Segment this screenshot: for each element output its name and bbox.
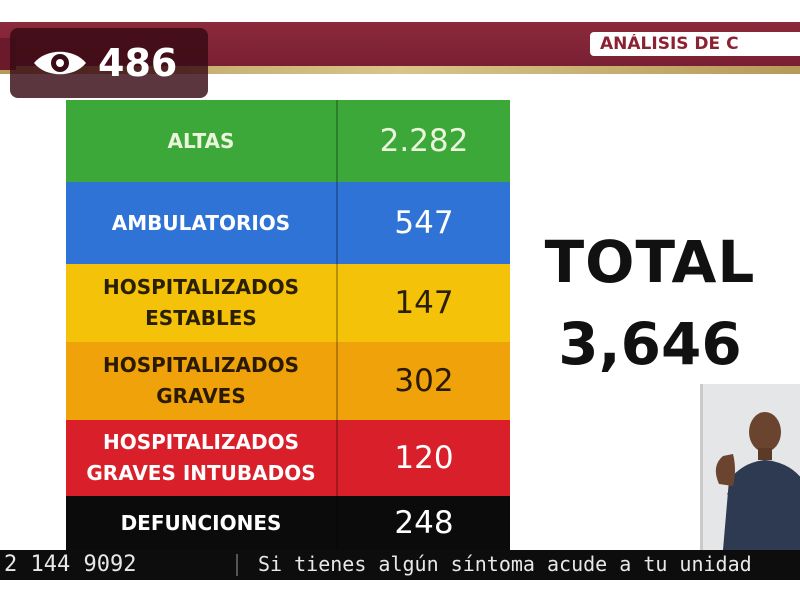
total-label: TOTAL [544,228,756,296]
row-value-defunciones: 248 [394,505,454,541]
table-row: HOSPITALIZADOS GRAVES 302 [66,342,510,420]
header-gold-stripe [0,66,800,74]
ticker-separator [236,554,238,576]
header-title-box: ANÁLISIS DE C [590,32,800,56]
row-label-hosp-graves: HOSPITALIZADOS GRAVES [66,342,338,420]
row-value-hosp-graves: 302 [394,363,454,399]
row-label-hosp-intubados: HOSPITALIZADOS GRAVES INTUBADOS [66,420,338,496]
news-ticker: 2 144 9092 Si tienes algún síntoma acude… [0,550,800,580]
stats-table: ALTAS 2.282 AMBULATORIOS 547 HOSPITALIZA… [66,100,510,550]
ticker-phone: 2 144 9092 [4,552,137,577]
ticker-message: Si tienes algún síntoma acude a tu unida… [258,552,752,576]
table-row: HOSPITALIZADOS GRAVES INTUBADOS 120 [66,420,510,496]
row-value-altas: 2.282 [379,123,469,159]
view-counter: 486 [10,28,208,98]
row-label-ambulatorios: AMBULATORIOS [66,182,338,264]
eye-icon [34,51,86,75]
row-label-hosp-estables: HOSPITALIZADOS ESTABLES [66,264,338,342]
table-row: DEFUNCIONES 248 [66,496,510,550]
interpreter-figure [715,412,800,550]
row-value-hosp-estables: 147 [394,285,454,321]
table-row: HOSPITALIZADOS ESTABLES 147 [66,264,510,342]
bottom-strip [0,580,800,600]
sign-language-interpreter [700,384,800,550]
header-title: ANÁLISIS DE C [600,34,739,54]
row-label-altas: ALTAS [66,100,338,182]
view-count: 486 [98,41,178,85]
table-row: ALTAS 2.282 [66,100,510,182]
row-label-defunciones: DEFUNCIONES [66,496,338,550]
table-row: AMBULATORIOS 547 [66,182,510,264]
row-value-ambulatorios: 547 [394,205,454,241]
row-value-hosp-intubados: 120 [394,440,454,476]
total-value: 3,646 [558,310,742,378]
